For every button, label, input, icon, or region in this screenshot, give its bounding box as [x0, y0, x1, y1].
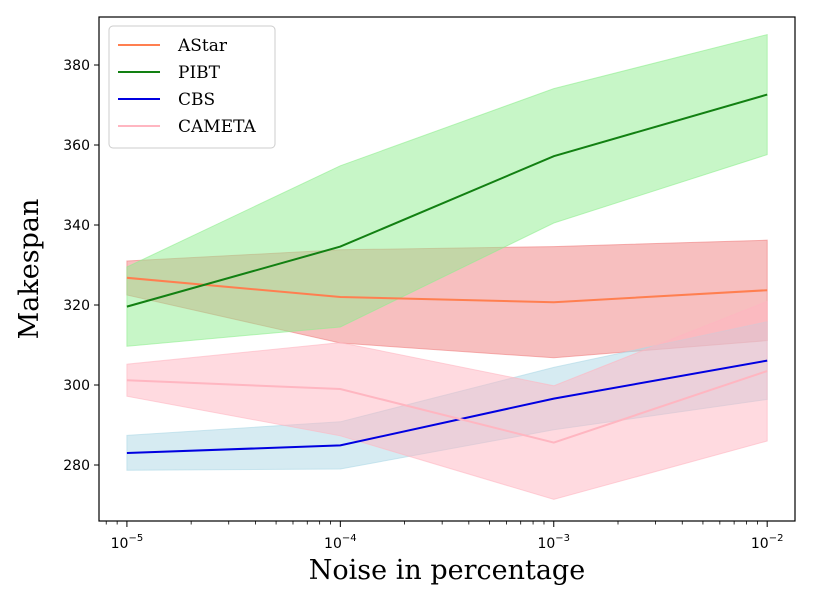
- legend-label-pibt: PIBT: [178, 63, 221, 83]
- band-pibt: [126, 33, 768, 347]
- x-axis-title: Noise in percentage: [309, 555, 585, 586]
- line-cameta: [126, 370, 768, 444]
- x-tick-label: 10−2: [751, 533, 784, 552]
- y-tick-label: 340: [63, 218, 90, 234]
- series-lines: [126, 93, 768, 454]
- y-tick-label: 360: [63, 138, 90, 154]
- x-axis: 10−5 10−4 10−3 10−2: [111, 521, 784, 552]
- x-tick-label: 10−4: [324, 533, 357, 552]
- y-tick-label: 380: [63, 58, 90, 74]
- x-tick-label: 10−5: [111, 533, 144, 552]
- band-cameta: [126, 300, 768, 500]
- confidence-bands: [126, 33, 768, 500]
- y-axis-title: Makespan: [14, 199, 45, 340]
- legend-box: [108, 25, 276, 149]
- y-axis: 280 300 320 340 360 380: [63, 58, 99, 474]
- legend: AStar PIBT CBS CAMETA: [108, 25, 276, 149]
- x-minor-ticks: [105, 521, 758, 525]
- x-tick-label: 10−3: [537, 533, 570, 552]
- line-pibt: [126, 93, 768, 308]
- legend-label-cameta: CAMETA: [178, 117, 257, 137]
- legend-label-astar: AStar: [177, 36, 228, 56]
- plot-frame: [98, 16, 796, 522]
- y-tick-label: 280: [63, 458, 90, 474]
- legend-label-cbs: CBS: [178, 90, 215, 110]
- y-tick-label: 300: [63, 378, 90, 394]
- line-astar: [126, 276, 768, 304]
- line-cbs: [126, 359, 768, 454]
- y-tick-label: 320: [63, 298, 90, 314]
